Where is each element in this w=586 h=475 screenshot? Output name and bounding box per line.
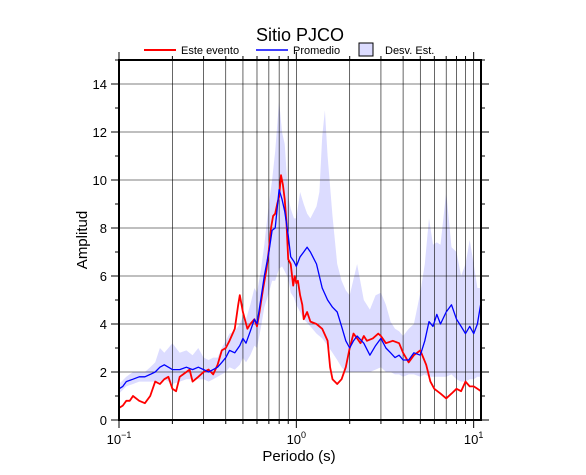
- y-tick-label: 6: [100, 269, 107, 284]
- y-axis-title: Amplitud: [74, 211, 91, 269]
- y-tick-label: 2: [100, 365, 107, 380]
- series-line-promedio: [118, 188, 482, 390]
- series-line-este-evento: [118, 174, 482, 409]
- legend-label-este-evento: Este evento: [181, 45, 239, 57]
- plot-frame: [118, 59, 482, 421]
- y-tick-label: 12: [93, 125, 107, 140]
- x-axis-title: Periodo (s): [262, 448, 335, 465]
- x-tick-label: 101: [464, 430, 483, 447]
- x-tick-label: 10−1: [107, 430, 132, 447]
- legend-swatch-desv-est: [358, 42, 374, 57]
- y-tick-label: 14: [93, 77, 107, 92]
- y-tick-label: 4: [100, 317, 107, 332]
- legend-label-promedio: Promedio: [293, 45, 340, 57]
- legend-label-desv-est: Desv. Est.: [385, 45, 434, 57]
- std-dev-band: [119, 100, 481, 394]
- legend: Este evento Promedio Desv. Est.: [144, 42, 434, 57]
- y-tick-label: 0: [100, 413, 107, 428]
- x-tick-label: 100: [287, 430, 306, 447]
- chart-title: Sitio PJCO: [256, 25, 344, 45]
- y-tick-label: 10: [93, 173, 107, 188]
- y-tick-label: 8: [100, 221, 107, 236]
- plot-area: 0 2 4 6 8 10 12 14 10−1 100 101: [93, 52, 489, 447]
